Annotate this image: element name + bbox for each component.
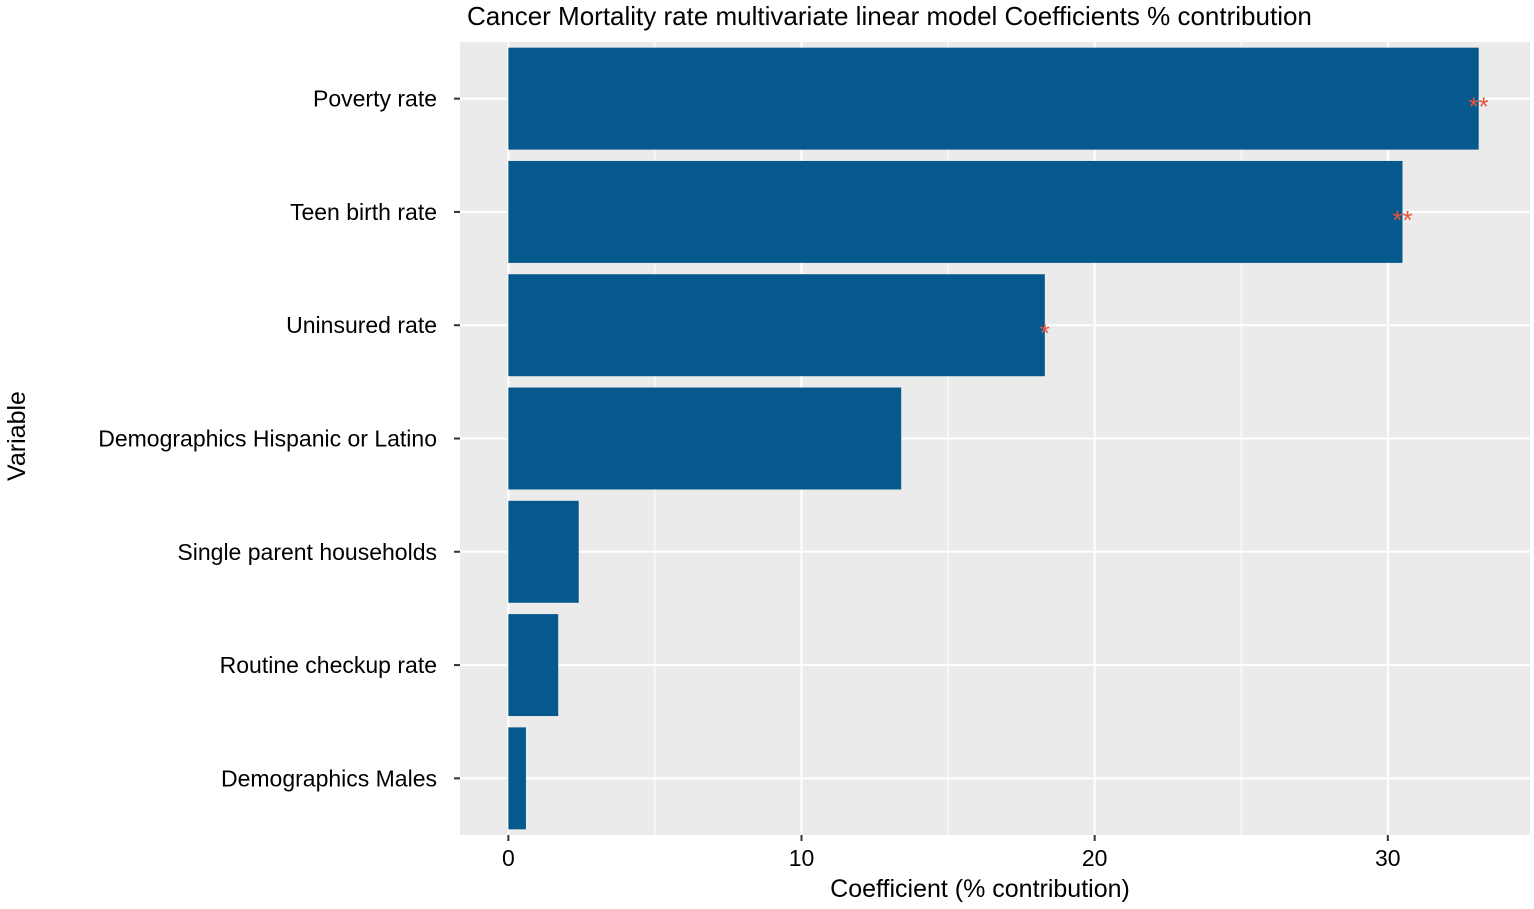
y-tick-label: Teen birth rate — [290, 199, 437, 225]
y-tick-label: Uninsured rate — [286, 312, 437, 338]
bar — [508, 274, 1045, 377]
x-axis-title: Coefficient (% contribution) — [830, 875, 1130, 903]
bar — [508, 727, 526, 830]
chart-title: Cancer Mortality rate multivariate linea… — [467, 1, 1312, 31]
y-tick-label: Demographics Hispanic or Latino — [98, 426, 437, 452]
bar — [508, 387, 902, 490]
significance-marker: * — [1040, 318, 1050, 348]
x-tick-label: 10 — [789, 845, 815, 871]
bar — [508, 160, 1403, 263]
y-tick-label: Routine checkup rate — [220, 652, 437, 678]
significance-marker: ** — [1469, 92, 1489, 122]
y-axis-title: Variable — [3, 391, 31, 481]
x-tick-label: 0 — [502, 845, 515, 871]
x-tick-label: 20 — [1082, 845, 1108, 871]
x-tick-label: 30 — [1375, 845, 1401, 871]
bar — [508, 47, 1479, 150]
y-axis: Poverty rate Teen birth rate Uninsured rat… — [98, 86, 460, 791]
y-tick-label: Poverty rate — [313, 86, 437, 112]
y-tick-label: Demographics Males — [221, 765, 437, 791]
significance-marker: ** — [1392, 205, 1412, 235]
bar — [508, 614, 559, 717]
bar — [508, 500, 579, 603]
x-axis: 0 10 20 30 — [502, 835, 1401, 871]
significance-markers: ***** — [1040, 92, 1489, 349]
bars — [508, 47, 1479, 830]
y-tick-label: Single parent households — [177, 539, 437, 565]
